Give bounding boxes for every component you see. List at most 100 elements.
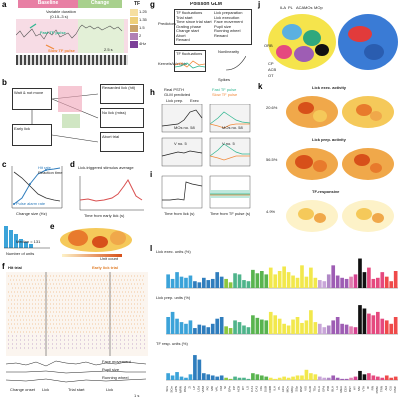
region-bar: [375, 311, 380, 334]
scale-bar-label: 1 s: [134, 393, 140, 398]
region-bar: [197, 282, 202, 288]
lick-triggered-chart: [79, 176, 144, 211]
region-bar: [206, 374, 211, 380]
region-tick-label: SCm: [170, 386, 174, 393]
region-bar: [206, 327, 211, 334]
region-bar: [268, 311, 273, 334]
region-bar: [300, 375, 304, 380]
tf-legend-title: TF: [134, 1, 141, 7]
lick-prep-pct: 56.5%: [266, 157, 278, 162]
units-xlabel: Number of units: [6, 251, 35, 256]
region-bar: [362, 374, 367, 380]
region-tick-label: CLA: [317, 386, 321, 392]
region-bar: [224, 278, 228, 288]
tf-level-1: 1.25: [139, 9, 147, 14]
region-bar: [282, 376, 286, 380]
wait-box: [12, 88, 52, 110]
region-bar: [349, 326, 353, 334]
region-tick-label: ILA: [272, 386, 276, 391]
region-bar: [246, 281, 251, 288]
panel-l-label: l: [150, 244, 153, 253]
variable-range-label: (0.15–3 s): [50, 14, 69, 19]
tf-trace: [16, 19, 128, 53]
region-bar: [264, 274, 269, 288]
panel-e-hist: Median = 131 Number of units: [2, 222, 52, 260]
region-bar: [317, 376, 322, 380]
region-bar: [295, 317, 300, 334]
region-bar: [201, 373, 206, 380]
early-lick-trial-label: Early lick trial: [92, 266, 119, 270]
region-tick-label: DG: [259, 385, 263, 390]
region-bar: [331, 265, 336, 288]
region-bar: [362, 308, 367, 334]
unit-count-map: [60, 228, 132, 257]
region-bar: [170, 375, 175, 380]
region-bar: [170, 278, 175, 288]
region-bar: [340, 277, 344, 288]
region-bar: [317, 280, 322, 288]
region-bar: [233, 320, 237, 334]
region-tick-label: VAL: [214, 386, 218, 392]
tf-fluct-kernel-label: TF fluctuations: [176, 51, 203, 56]
region-bar: [335, 275, 340, 288]
panel-i-label: i: [150, 170, 153, 179]
spikes-label: Spikes: [218, 77, 231, 82]
hit-trial-label: Hit trial: [8, 266, 22, 270]
panel-c: Change size (Hz) Hit rate Reaction time …: [4, 164, 68, 222]
region-tick-label: VISC: [393, 385, 397, 393]
region-bar: [384, 276, 389, 288]
region-mop: MOp: [314, 5, 323, 10]
region-bar: [210, 323, 215, 334]
region-bar: [353, 274, 358, 288]
region-tick-label: CA3: [254, 386, 258, 392]
lick-triggered-xlabel: Time from early lick (s): [84, 213, 125, 218]
region-tick-label: ACB: [237, 386, 241, 392]
tf-swatch-4: [130, 33, 138, 40]
legend-real: Real PSTH: [164, 88, 185, 92]
tf-responsive-map: [286, 200, 394, 232]
predictors-label: Predictors: [158, 21, 177, 26]
region-bar: [380, 272, 385, 288]
region-tick-label: LA: [335, 386, 339, 390]
panel-k: Lick exec. activity 20.6% Lick prep. act…: [264, 84, 400, 240]
time-scale-label: 2.5 s: [104, 47, 113, 52]
region-bar: [367, 267, 371, 288]
lick-exec-map: [286, 96, 394, 128]
change-header: Change: [78, 0, 122, 8]
region-pl: PL: [288, 5, 293, 10]
baseline-title: Baseline: [37, 0, 59, 6]
raster-plot: [6, 272, 148, 356]
l-ylabel-1: Lick exec. units (%): [156, 249, 191, 254]
region-bar: [166, 373, 170, 380]
region-bar: [340, 378, 344, 380]
region-bar: [233, 273, 237, 288]
tf-responsive-title: TF-responsive: [312, 189, 340, 194]
region-tick-label: CEA: [344, 386, 348, 392]
region-bar: [367, 373, 371, 380]
region-bar: [295, 277, 300, 288]
region-bar: [251, 315, 255, 334]
panel-f: Hit trial Early lick trial Face movement…: [6, 266, 148, 400]
face-movement-label: Face movement: [102, 359, 131, 364]
region-bar: [286, 272, 291, 288]
pred-left-5: Change start: [176, 28, 199, 33]
region-bar: [237, 377, 242, 380]
region-tick-label: AId: [384, 386, 388, 391]
region-bar: [246, 378, 251, 380]
region-tick-label: PIR: [326, 385, 330, 391]
region-bar: [344, 278, 349, 288]
region-bar: [389, 323, 394, 334]
region-tick-label: HY: [353, 386, 357, 390]
region-bar: [184, 277, 188, 288]
atlas-map: [268, 14, 398, 70]
tf-responsive-pct: 4.9%: [266, 209, 276, 214]
legend-glm: GLM predicted: [164, 92, 191, 97]
region-orb: ORB: [264, 43, 273, 48]
bottom-label-2: Lick: [42, 387, 50, 392]
region-bar: [259, 319, 264, 334]
region-bar: [326, 377, 331, 380]
pulse-label: Pulse alarm rate: [16, 201, 46, 206]
region-bar: [286, 377, 291, 380]
region-bar: [358, 305, 362, 334]
region-bar: [264, 376, 269, 380]
